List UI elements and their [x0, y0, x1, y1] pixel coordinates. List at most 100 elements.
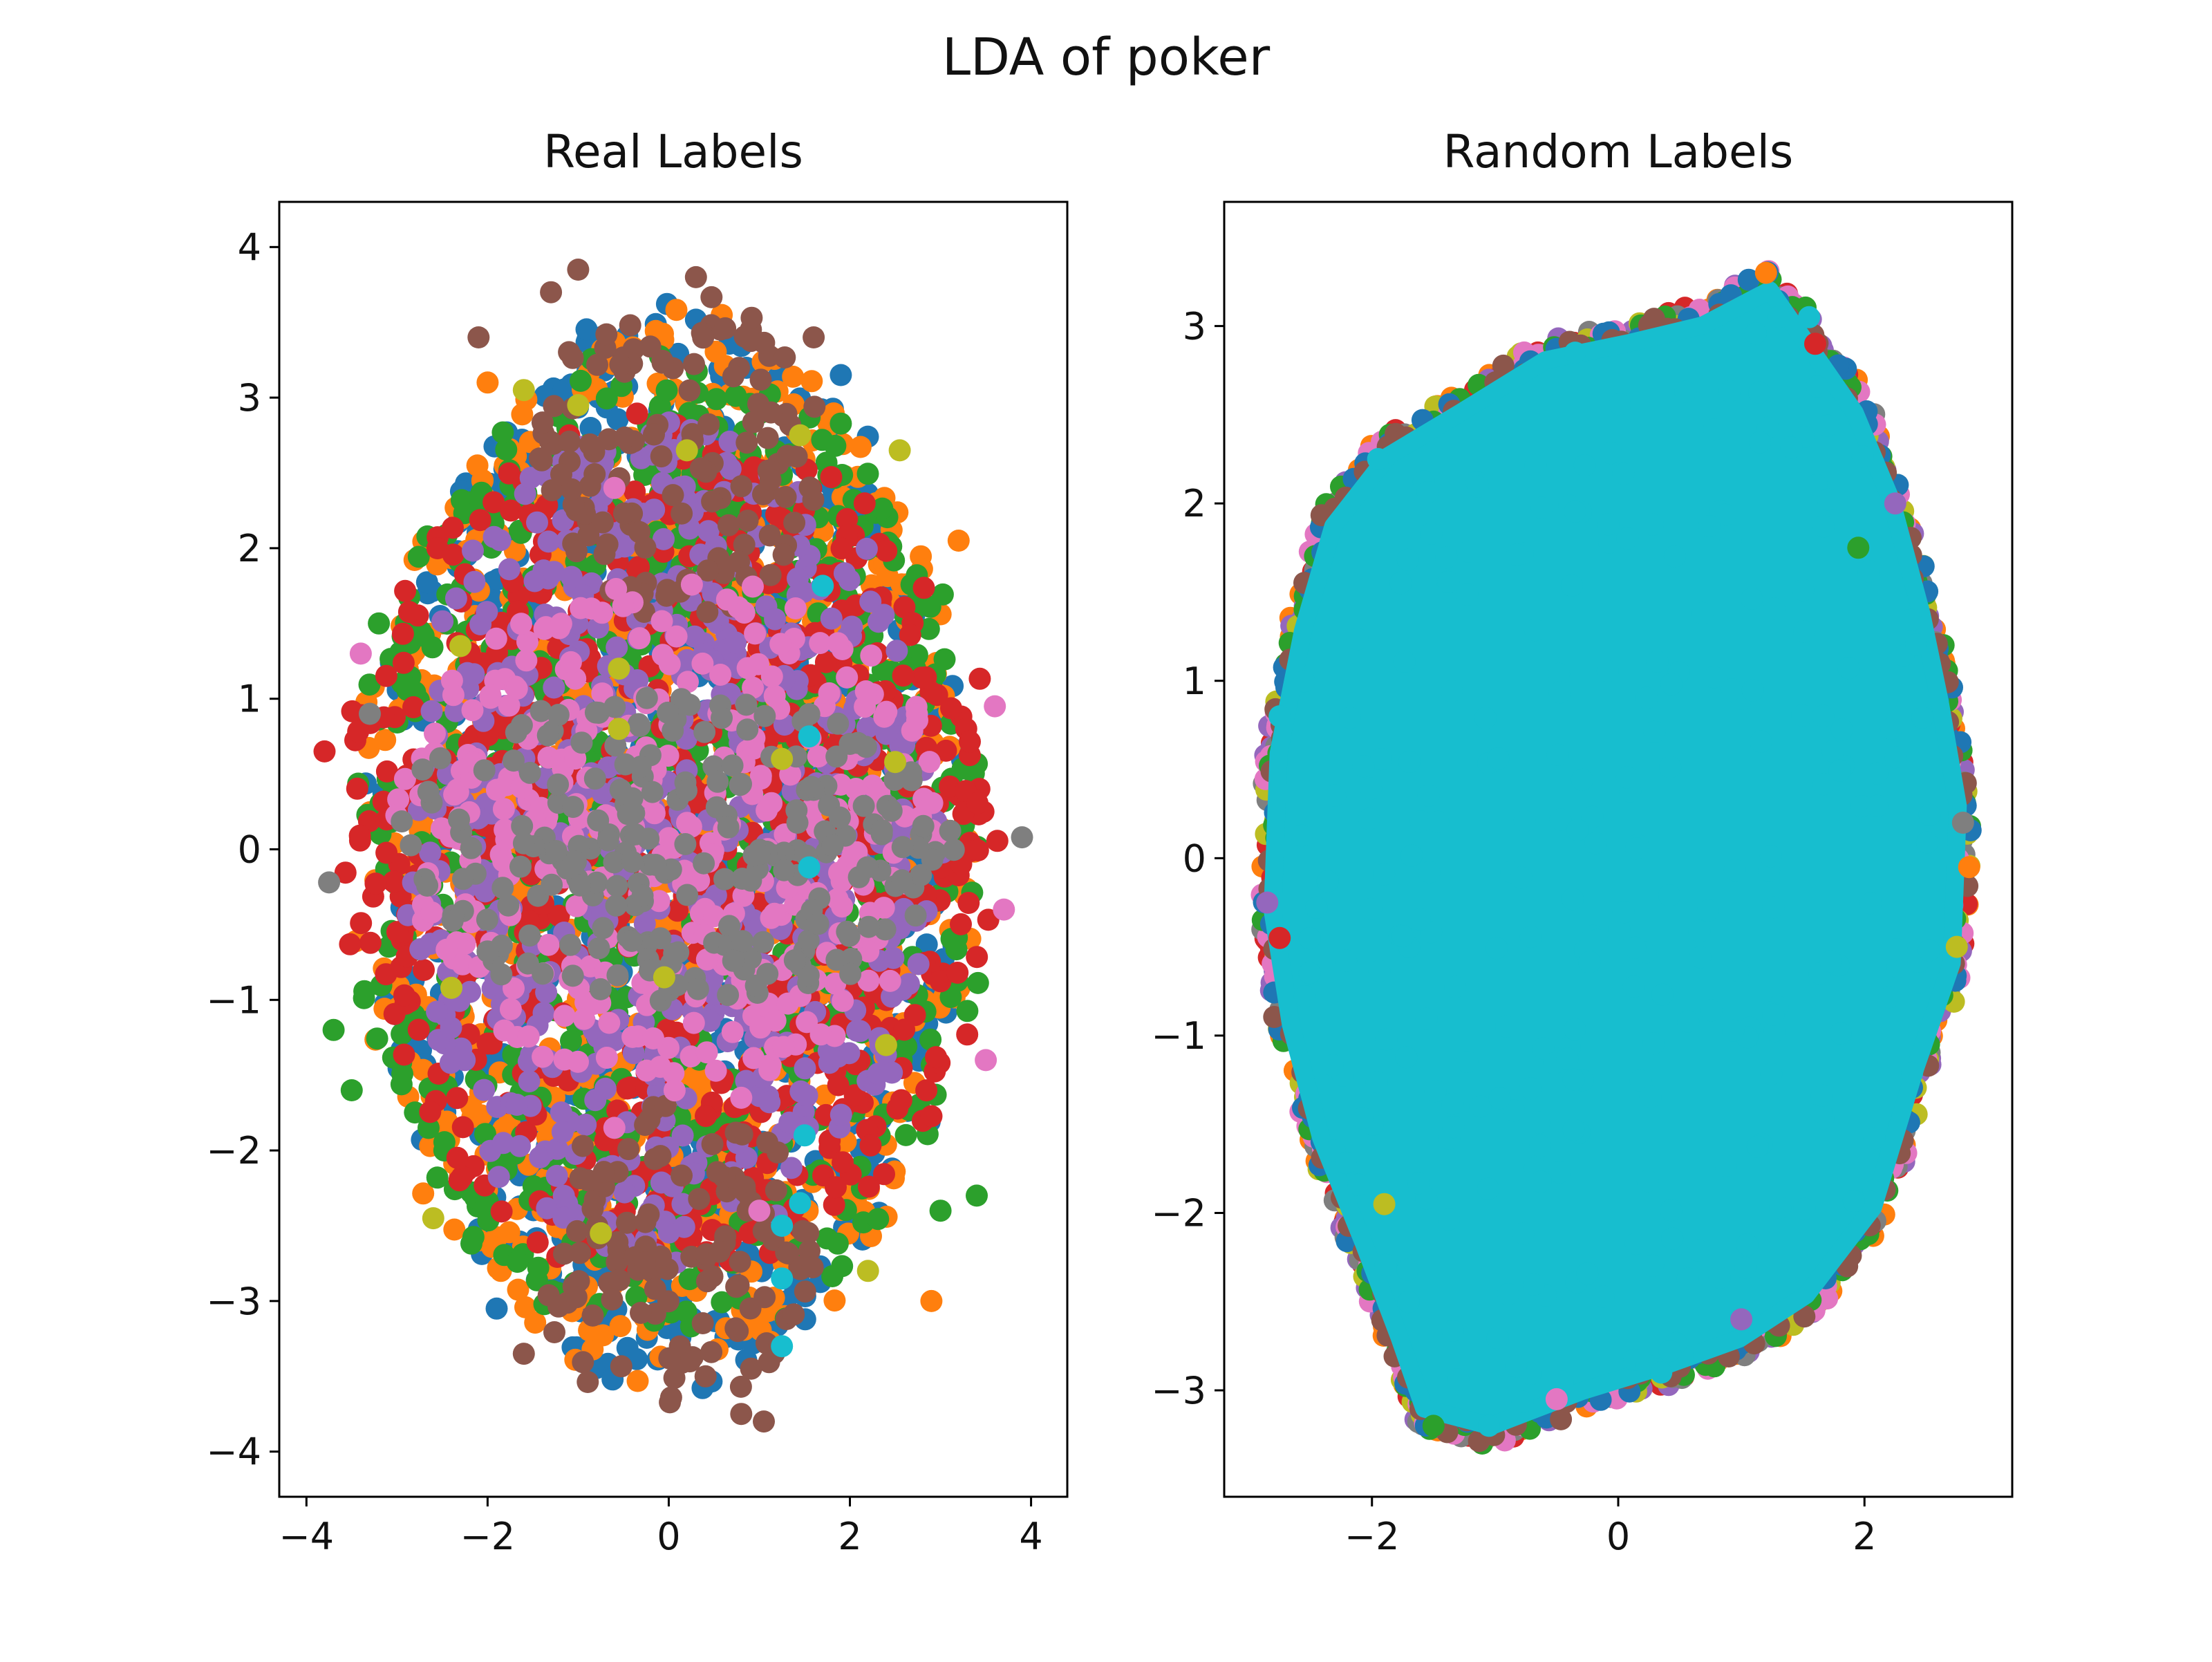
scatter-point — [552, 1121, 574, 1143]
scatter-point — [967, 972, 989, 994]
scatter-point — [966, 1184, 988, 1206]
scatter-point — [717, 984, 739, 1006]
scatter-point — [800, 370, 823, 392]
scatter-point — [449, 1169, 471, 1191]
scatter-point — [773, 859, 795, 881]
scatter-point — [559, 431, 581, 453]
scatter-point — [579, 433, 601, 456]
scatter-point — [744, 622, 766, 644]
y-tick-label: 2 — [238, 527, 261, 570]
scatter-point — [705, 388, 727, 410]
scatter-point — [537, 725, 559, 747]
scatter-point — [421, 902, 443, 924]
scatter-point — [411, 758, 433, 781]
scatter-point — [782, 1303, 805, 1325]
scatter-point — [570, 370, 592, 392]
scatter-point — [349, 825, 371, 847]
scatter-point — [553, 1185, 575, 1207]
scatter-point — [527, 1257, 550, 1279]
scatter-point — [442, 516, 464, 539]
scatter-point — [476, 940, 498, 962]
scatter-point — [836, 921, 858, 943]
scatter-point — [449, 635, 471, 657]
scatter-point — [637, 1204, 659, 1226]
scatter-point — [858, 916, 880, 938]
scatter-point — [601, 1289, 623, 1311]
scatter-point — [784, 949, 806, 971]
scatter-point — [725, 1276, 747, 1298]
scatter-point — [632, 885, 654, 907]
scatter-point — [966, 946, 988, 968]
scatter-point — [462, 663, 485, 685]
scatter-point — [391, 1073, 413, 1095]
scatter-point — [590, 978, 612, 1000]
scatter-point — [513, 832, 535, 855]
scatter-point — [393, 1044, 415, 1066]
scatter-point — [445, 588, 467, 610]
scatter-point — [798, 703, 821, 725]
scatter-point — [590, 1222, 612, 1244]
scatter-point — [353, 987, 375, 1009]
scatter-point — [792, 1220, 814, 1242]
scatter-point — [421, 700, 443, 722]
scatter-point — [375, 842, 397, 864]
scatter-point — [895, 1124, 917, 1146]
scatter-point — [693, 721, 715, 743]
scatter-point — [745, 975, 767, 997]
scatter-point — [350, 912, 372, 934]
scatter-point — [532, 1046, 554, 1068]
scatter-point — [674, 833, 696, 855]
scatter-point — [491, 877, 514, 899]
scatter-point — [810, 1023, 832, 1045]
scatter-point — [760, 402, 782, 424]
scatter-point — [419, 1101, 441, 1123]
scatter-point — [1011, 826, 1033, 848]
scatter-point — [368, 613, 390, 635]
scatter-point — [416, 875, 438, 897]
scatter-point — [696, 1041, 718, 1063]
scatter-point — [939, 820, 962, 842]
scatter-point — [577, 1169, 599, 1191]
scatter-point — [462, 540, 484, 562]
scatter-point — [658, 1347, 680, 1370]
scatter-point — [782, 366, 804, 388]
scatter-point — [737, 510, 759, 532]
scatter-point — [364, 872, 386, 895]
scatter-point — [426, 1000, 448, 1023]
scatter-point — [346, 778, 368, 800]
scatter-point — [839, 963, 861, 985]
scatter-point — [733, 601, 756, 624]
scatter-point — [690, 458, 712, 480]
scatter-point — [318, 871, 340, 893]
scatter-point — [447, 1147, 469, 1169]
scatter-point — [921, 792, 944, 814]
x-tick-label: 2 — [838, 1515, 861, 1558]
scatter-point — [799, 476, 821, 498]
scatter-point — [881, 800, 903, 822]
scatter-point — [448, 809, 470, 831]
scatter-point — [614, 427, 636, 449]
scatter-point — [513, 379, 535, 401]
scatter-point — [491, 422, 514, 444]
scatter-point — [592, 917, 614, 939]
scatter-point — [803, 395, 825, 418]
scatter-point — [603, 696, 626, 718]
scatter-point — [628, 713, 650, 735]
scatter-point — [546, 1165, 568, 1187]
scatter-point — [718, 514, 740, 536]
scatter-point — [663, 942, 685, 964]
scatter-point — [666, 299, 688, 321]
scatter-point — [993, 899, 1015, 921]
scatter-point — [442, 684, 465, 706]
scatter-point — [538, 530, 560, 552]
scatter-point — [713, 868, 735, 890]
scatter-point — [588, 937, 610, 960]
scatter-point — [908, 953, 930, 975]
scatter-point — [490, 963, 512, 985]
scatter-point — [424, 722, 446, 745]
scatter-point — [628, 627, 650, 649]
scatter-point — [700, 1341, 722, 1363]
scatter-point — [706, 1161, 729, 1183]
scatter-point — [570, 597, 592, 619]
